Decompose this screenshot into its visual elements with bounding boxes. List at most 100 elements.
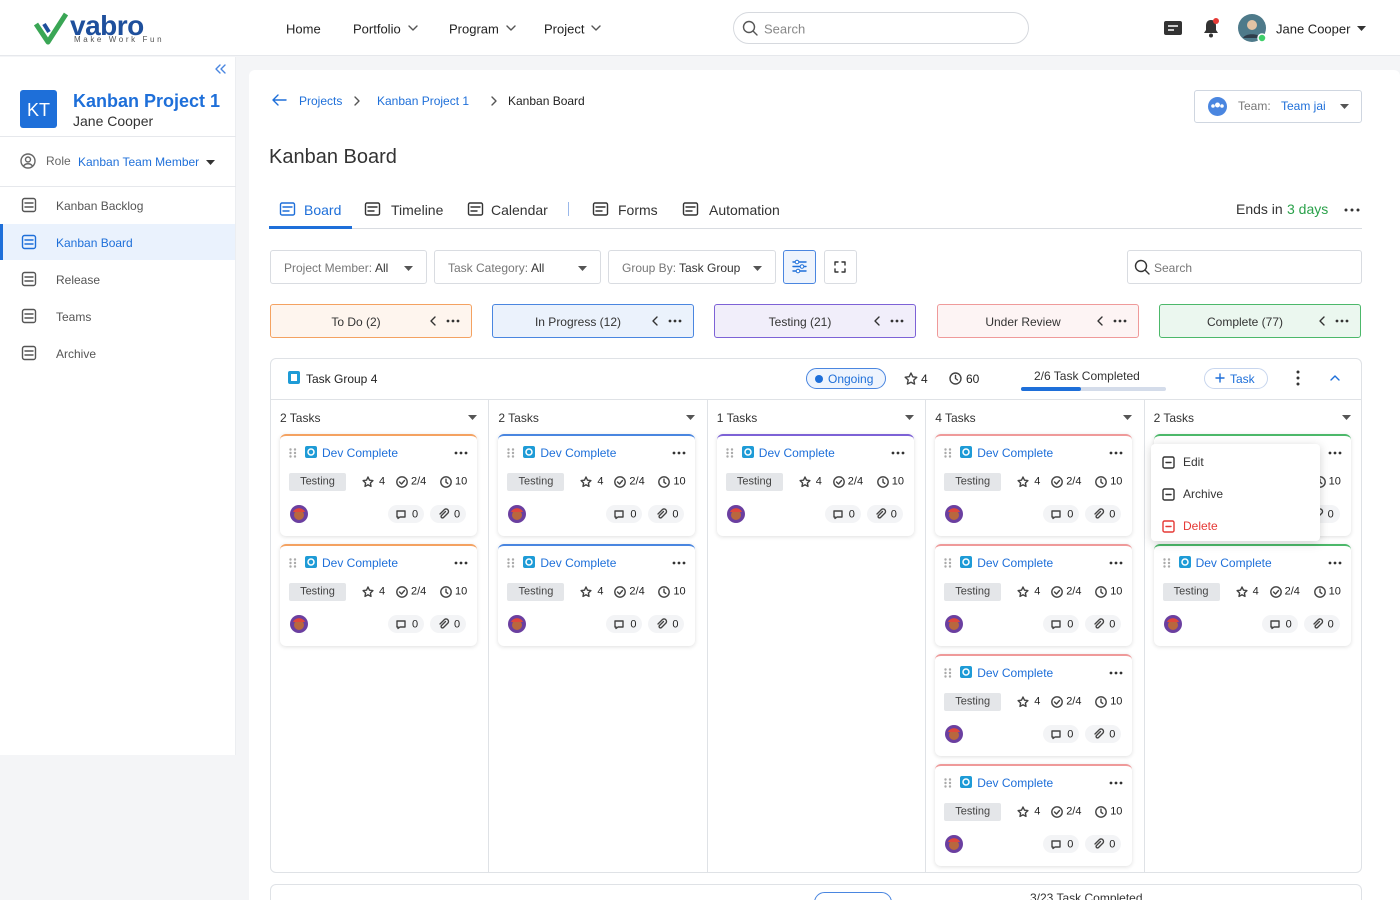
check-icon	[1051, 696, 1064, 708]
task-card[interactable]: Dev Complete Testing 4 2/4 10 0 0	[935, 654, 1133, 756]
breadcrumb-item[interactable]: Kanban Project 1	[377, 94, 470, 108]
collapse-icon[interactable]	[214, 63, 226, 75]
lane-caret[interactable]	[467, 412, 478, 422]
collapse-icon[interactable]	[873, 316, 881, 326]
sidebar-item[interactable]: Archive	[56, 347, 97, 361]
tab[interactable]: Calendar	[491, 202, 548, 218]
task-card[interactable]: Dev Complete Testing 4 2/4 10 0 0	[280, 544, 477, 646]
task-card[interactable]: Dev Complete Testing 4 2/4 10 0 0	[498, 434, 696, 536]
card-checks: 2/4	[411, 475, 427, 488]
card-more[interactable]	[672, 451, 686, 455]
kebab-icon[interactable]	[1296, 370, 1300, 386]
search-box[interactable]	[733, 12, 1029, 44]
role-value[interactable]: Kanban Team Member	[78, 155, 200, 169]
filter-select[interactable]	[434, 250, 601, 284]
board-search[interactable]	[1127, 250, 1362, 284]
task-card[interactable]: Dev Complete Testing 4 2/4 10 0 0	[498, 544, 696, 646]
card-checks: 2/4	[629, 585, 645, 598]
collapse-icon[interactable]	[1318, 316, 1326, 326]
clock-icon	[949, 372, 962, 385]
card-more[interactable]	[1109, 671, 1123, 675]
user-name[interactable]: Jane Cooper	[1276, 21, 1351, 37]
card-title: Dev Complete	[322, 446, 399, 460]
more-icon[interactable]	[1113, 319, 1127, 323]
fullscreen-button[interactable]	[824, 250, 857, 284]
card-more[interactable]	[1109, 451, 1123, 455]
card-more[interactable]	[1109, 781, 1123, 785]
tab-icon	[364, 202, 381, 216]
team-select[interactable]	[1194, 90, 1362, 123]
task-card[interactable]: Dev Complete Testing 4 2/4 10 0 0	[716, 434, 914, 536]
card-title: Dev Complete	[977, 446, 1054, 460]
menu-item[interactable]: Edit	[1183, 455, 1204, 469]
sidebar-item[interactable]: Teams	[56, 310, 92, 324]
role-icon	[20, 153, 36, 169]
lane-caret[interactable]	[1341, 412, 1352, 422]
filter-select[interactable]	[608, 250, 776, 284]
more-icon[interactable]	[1335, 319, 1349, 323]
nav-item[interactable]: Home	[286, 21, 321, 37]
star-icon	[1017, 476, 1029, 488]
more-icon[interactable]	[890, 319, 904, 323]
bell-icon[interactable]	[1202, 18, 1220, 38]
tab[interactable]: Automation	[709, 202, 780, 218]
sidebar-item[interactable]: Kanban Board	[56, 236, 133, 250]
more-icon[interactable]	[668, 319, 682, 323]
lane-caret[interactable]	[1122, 412, 1133, 422]
card-more[interactable]	[1328, 451, 1342, 455]
collapse-icon[interactable]	[651, 316, 659, 326]
lane-count: 4 Tasks	[935, 411, 976, 425]
sidebar-item[interactable]: Kanban Backlog	[56, 199, 144, 213]
card-time: 10	[1328, 585, 1341, 598]
filter-select[interactable]	[270, 250, 427, 284]
nav-item[interactable]: Program	[449, 21, 499, 37]
more-icon[interactable]	[1344, 208, 1360, 212]
breadcrumb-item[interactable]: Projects	[299, 94, 343, 108]
collapse-icon[interactable]	[1096, 316, 1104, 326]
back-arrow[interactable]	[271, 93, 287, 107]
comment-icon	[1051, 510, 1061, 520]
task-card[interactable]: Dev Complete Testing 4 2/4 10 0 0	[935, 434, 1133, 536]
task-card[interactable]: Dev Complete Testing 4 2/4 10 0 0	[1153, 544, 1351, 646]
sidebar-item[interactable]: Release	[56, 273, 101, 287]
ends-value: 3 days	[1287, 201, 1329, 217]
tab[interactable]: Timeline	[391, 202, 444, 218]
collapse-icon[interactable]	[429, 316, 437, 326]
card-more[interactable]	[454, 561, 468, 565]
nav-item[interactable]: Portfolio	[353, 21, 401, 37]
menu-item[interactable]: Archive	[1183, 487, 1224, 501]
card-more[interactable]	[1109, 561, 1123, 565]
card-more[interactable]	[891, 451, 905, 455]
drag-handle	[507, 558, 515, 568]
nav-item[interactable]: Project	[544, 21, 585, 37]
comment-pill	[606, 615, 643, 633]
task-card[interactable]: Dev Complete Testing 4 2/4 10 0 0	[935, 764, 1133, 866]
status-icon	[960, 666, 973, 678]
lane-caret[interactable]	[685, 412, 696, 422]
add-task-text: Task	[1230, 372, 1255, 386]
tab-icon	[279, 202, 296, 216]
status-icon	[305, 556, 317, 568]
lane-caret[interactable]	[904, 412, 915, 422]
card-title: Dev Complete	[540, 556, 617, 570]
comment-icon	[833, 510, 843, 520]
card-more[interactable]	[454, 451, 468, 455]
add-task-button[interactable]	[1204, 368, 1268, 389]
more-icon[interactable]	[446, 319, 460, 323]
card-time: 10	[455, 585, 468, 598]
card-more[interactable]	[1328, 561, 1342, 565]
card-title: Dev Complete	[322, 556, 399, 570]
collapse-group[interactable]	[1330, 374, 1340, 382]
attach-icon	[1312, 618, 1323, 629]
card-attachments: 0	[890, 508, 897, 521]
clock-icon	[1313, 586, 1326, 598]
task-card[interactable]: Dev Complete Testing 4 2/4 10 0 0	[280, 434, 477, 536]
menu-item[interactable]: Delete	[1183, 519, 1218, 533]
user-avatar[interactable]	[1238, 14, 1268, 44]
comment-icon	[1051, 840, 1061, 850]
inbox-icon[interactable]	[1163, 20, 1183, 36]
tab[interactable]: Board	[304, 202, 342, 218]
card-more[interactable]	[672, 561, 686, 565]
tab[interactable]: Forms	[618, 202, 658, 218]
task-card[interactable]: Dev Complete Testing 4 2/4 10 0 0	[935, 544, 1133, 646]
